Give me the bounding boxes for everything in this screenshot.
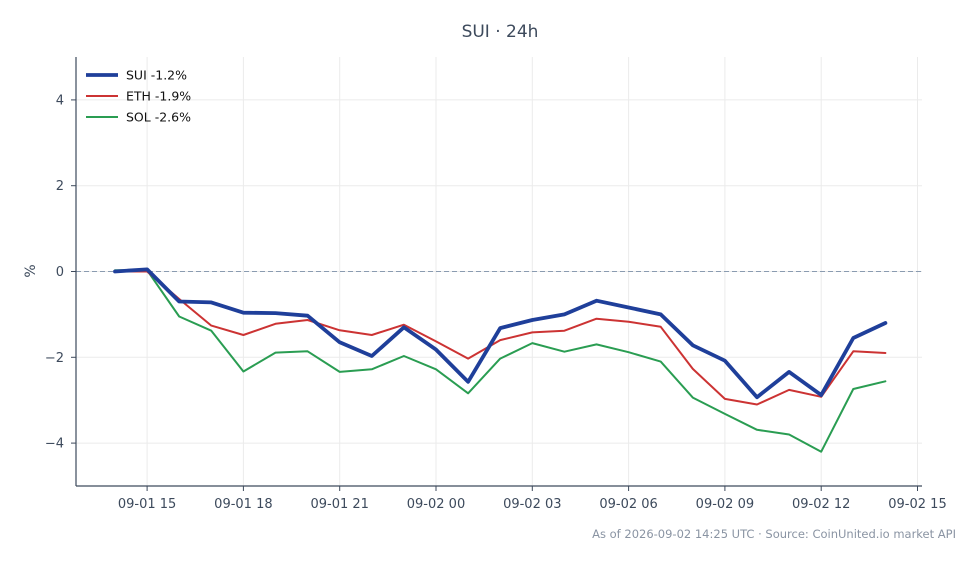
x-tick-label: 09-02 12	[792, 497, 850, 512]
series-line-sol	[114, 269, 887, 453]
chart-title: SUI · 24h	[462, 22, 539, 42]
legend-label-eth: ETH -1.9%	[126, 89, 191, 104]
series-line-sui	[113, 267, 888, 400]
footer-note: As of 2026-09-02 14:25 UTC · Source: Coi…	[592, 527, 956, 541]
ticks: 4 2 0 −2 −4 09-01 15 09-01 18 09-01 21 09-02 00 0…	[45, 93, 947, 512]
y-axis-label: %	[23, 264, 39, 277]
grid-lines	[76, 57, 922, 486]
x-tick-label: 09-01 18	[214, 497, 272, 512]
y-tick-label: 4	[56, 93, 64, 108]
x-tick-label: 09-01 21	[310, 497, 368, 512]
x-tick-label: 09-02 00	[407, 497, 465, 512]
x-tick-label: 09-02 03	[503, 497, 561, 512]
y-tick-label: 2	[56, 179, 64, 194]
y-tick-label: −4	[45, 437, 64, 452]
series-line-eth	[114, 270, 887, 406]
x-tick-label: 09-02 09	[696, 497, 754, 512]
legend: SUI -1.2% ETH -1.9% SOL -2.6%	[86, 68, 191, 125]
legend-label-sui: SUI -1.2%	[126, 68, 187, 83]
x-tick-label: 09-02 06	[599, 497, 657, 512]
y-tick-label: 0	[56, 265, 64, 280]
x-tick-label: 09-01 15	[118, 497, 176, 512]
series-lines	[113, 267, 888, 453]
y-tick-label: −2	[45, 351, 64, 366]
legend-label-sol: SOL -2.6%	[126, 110, 191, 125]
x-tick-label: 09-02 15	[888, 497, 946, 512]
